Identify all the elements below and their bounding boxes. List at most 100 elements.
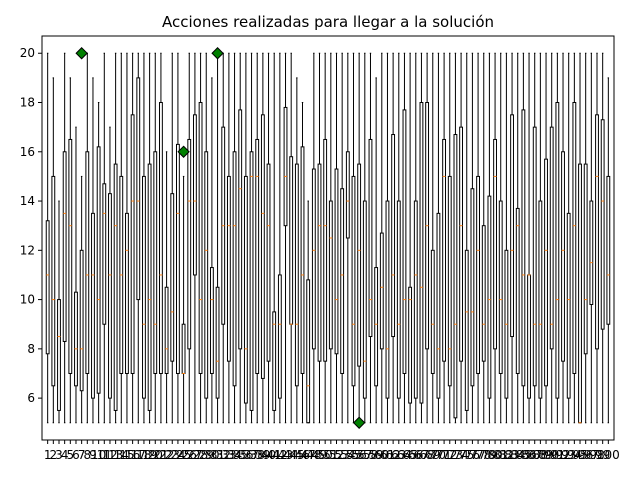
box-16 bbox=[130, 52, 135, 424]
x-tick-label: 77 bbox=[470, 448, 485, 462]
box-62 bbox=[391, 52, 396, 424]
box-97 bbox=[589, 52, 594, 424]
x-tick-label: 20 bbox=[148, 448, 163, 462]
box-12 bbox=[108, 126, 112, 424]
box-iqr bbox=[549, 126, 554, 350]
x-tick-label: 71 bbox=[436, 448, 451, 462]
x-tick-label: 15 bbox=[119, 448, 134, 462]
x-tick-label: 66 bbox=[408, 448, 423, 462]
box-iqr bbox=[91, 212, 95, 399]
box-iqr bbox=[272, 311, 277, 411]
x-tick-label: 94 bbox=[567, 448, 582, 462]
y-tick-label: 12 bbox=[20, 243, 35, 257]
x-tick-label: 51 bbox=[323, 448, 338, 462]
x-tick-label: 99 bbox=[595, 448, 610, 462]
box-iqr bbox=[459, 126, 464, 362]
box-iqr bbox=[515, 207, 520, 374]
box-74 bbox=[459, 52, 464, 424]
box-21 bbox=[159, 52, 163, 424]
box-72 bbox=[447, 52, 452, 424]
box-57 bbox=[362, 52, 367, 424]
box-iqr bbox=[487, 195, 492, 399]
y-axis: 6 8 10 12 14 16 18 20 bbox=[20, 46, 42, 405]
box-38 bbox=[255, 52, 260, 424]
x-tick-label: 56 bbox=[352, 448, 367, 462]
box-iqr bbox=[396, 200, 401, 399]
x-tick-label: 100 bbox=[597, 448, 620, 462]
box-iqr bbox=[413, 200, 418, 399]
box-iqr bbox=[85, 151, 90, 374]
box-iqr bbox=[493, 138, 497, 350]
box-iqr bbox=[45, 220, 50, 355]
x-tick-label: 92 bbox=[555, 448, 570, 462]
x-tick-label: 17 bbox=[131, 448, 146, 462]
box-36 bbox=[243, 52, 248, 424]
box-98 bbox=[595, 52, 599, 424]
box-iqr bbox=[277, 274, 282, 399]
box-60 bbox=[379, 52, 384, 424]
box-89 bbox=[544, 52, 548, 424]
x-tick-label: 98 bbox=[589, 448, 604, 462]
x-tick-label: 57 bbox=[357, 448, 372, 462]
box-iqr bbox=[198, 102, 203, 374]
box-87 bbox=[532, 52, 537, 424]
box-80 bbox=[493, 52, 497, 424]
box-88 bbox=[538, 52, 543, 424]
x-tick-label: 87 bbox=[527, 448, 542, 462]
x-tick-label: 79 bbox=[482, 448, 497, 462]
box-iqr bbox=[170, 193, 175, 362]
box-17 bbox=[136, 52, 141, 424]
plot-area bbox=[45, 47, 611, 429]
y-tick-label: 16 bbox=[20, 145, 35, 159]
x-tick-label: 55 bbox=[346, 448, 361, 462]
x-tick-label: 46 bbox=[295, 448, 310, 462]
box-iqr bbox=[589, 200, 594, 306]
box-45 bbox=[294, 77, 299, 424]
box-iqr bbox=[108, 193, 112, 399]
box-iqr bbox=[323, 138, 328, 362]
box-iqr bbox=[481, 225, 486, 362]
box-iqr bbox=[566, 212, 571, 399]
x-tick-label: 1 bbox=[44, 448, 52, 462]
x-tick-label: 41 bbox=[267, 448, 282, 462]
y-tick-label: 18 bbox=[20, 96, 35, 110]
x-tick-label: 11 bbox=[97, 448, 112, 462]
box-95 bbox=[578, 52, 582, 424]
box-19 bbox=[147, 52, 152, 424]
x-tick-label: 38 bbox=[250, 448, 265, 462]
y-tick-label: 20 bbox=[20, 46, 35, 60]
box-15 bbox=[125, 52, 129, 424]
x-tick-label: 67 bbox=[414, 448, 429, 462]
x-tick-label: 47 bbox=[301, 448, 316, 462]
box-11 bbox=[102, 52, 107, 424]
box-22 bbox=[164, 151, 169, 424]
x-tick-label: 53 bbox=[335, 448, 350, 462]
x-tick-label: 85 bbox=[516, 448, 531, 462]
x-tick-label: 48 bbox=[306, 448, 321, 462]
x-tick-label: 90 bbox=[544, 448, 559, 462]
box-55 bbox=[351, 52, 356, 424]
box-44 bbox=[289, 52, 294, 424]
box-58 bbox=[368, 52, 373, 424]
box-49 bbox=[317, 52, 322, 424]
outlier-marker bbox=[211, 47, 224, 60]
box-85 bbox=[521, 52, 526, 424]
x-tick-label: 6 bbox=[72, 448, 80, 462]
box-78 bbox=[481, 52, 486, 424]
x-tick-label: 33 bbox=[221, 448, 236, 462]
box-iqr bbox=[600, 119, 605, 330]
x-tick-label: 62 bbox=[385, 448, 400, 462]
x-tick-label: 3 bbox=[55, 448, 63, 462]
x-tick-label: 37 bbox=[244, 448, 259, 462]
box-iqr bbox=[476, 175, 480, 374]
x-tick-label: 10 bbox=[91, 448, 106, 462]
x-tick-label: 26 bbox=[182, 448, 197, 462]
box-iqr bbox=[436, 212, 441, 399]
box-iqr bbox=[385, 200, 390, 399]
box-37 bbox=[249, 52, 254, 424]
x-tick-label: 14 bbox=[114, 448, 129, 462]
x-tick-label: 34 bbox=[227, 448, 242, 462]
x-tick-label: 39 bbox=[255, 448, 270, 462]
box-66 bbox=[413, 52, 418, 424]
